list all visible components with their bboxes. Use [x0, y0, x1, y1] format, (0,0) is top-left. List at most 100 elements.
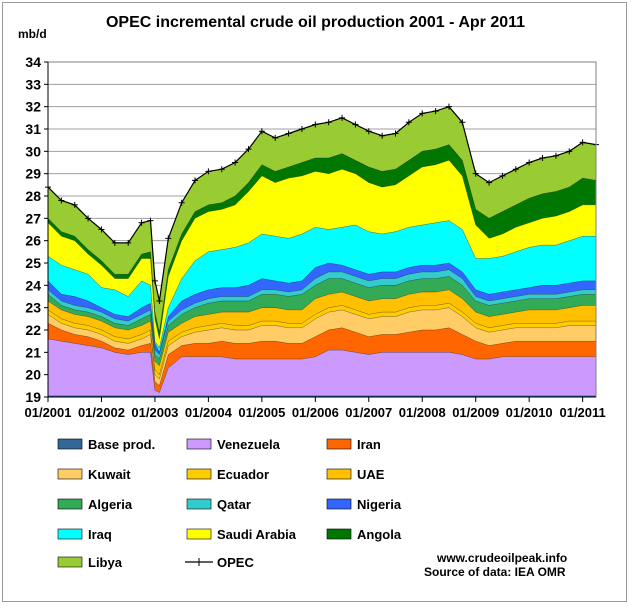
opec-point — [165, 235, 172, 242]
x-tick-label: 01/2010 — [506, 405, 553, 420]
x-tick-labels: 01/2001 01/2002 01/2003 01/2004 01/2005 01/20… — [25, 405, 606, 420]
opec-point — [147, 217, 154, 224]
area-kuwait — [48, 307, 596, 386]
area-edge-uae — [47, 289, 596, 367]
x-tick-label: 01/2005 — [238, 405, 285, 420]
x-tick-label: 01/2006 — [292, 405, 339, 420]
y-tick-labels: 19 20 21 22 23 24 25 26 27 28 29 30 31 32 33 34 — [25, 54, 41, 405]
opec-point — [151, 277, 158, 284]
area-edge-iran — [47, 323, 596, 387]
y-tick-label: 22 — [25, 322, 41, 338]
legend-swatch-uae — [326, 468, 352, 480]
legend-label-base-prod-: Base prod. — [88, 437, 155, 452]
opec-line-layer — [45, 103, 599, 304]
legend-swatch-kuwait — [57, 468, 83, 480]
opec-point — [405, 119, 412, 126]
opec-point — [486, 179, 493, 186]
opec-point — [459, 119, 466, 126]
legend-label-iran: Iran — [357, 437, 381, 452]
opec-point — [339, 114, 346, 121]
area-edge-algeria — [47, 276, 596, 360]
legend-label-iraq: Iraq — [88, 527, 112, 542]
opec-point — [312, 121, 319, 128]
legend-swatch-algeria — [57, 498, 83, 510]
area-edge-venezuela — [47, 338, 596, 393]
y-tick-label: 32 — [25, 99, 41, 115]
x-tick-label: 01/2003 — [131, 405, 178, 420]
opec-point — [392, 130, 399, 137]
legend-swatch-ecuador — [186, 468, 212, 480]
opec-point — [192, 177, 199, 184]
stacked-areas — [47, 106, 597, 397]
area-edge-ecuador — [47, 302, 596, 376]
y-axis-unit: mb/d — [18, 27, 47, 41]
legend-swatch-base-prod- — [57, 438, 83, 450]
opec-point — [258, 128, 265, 135]
legend-label-venezuela: Venezuela — [217, 437, 281, 452]
x-tick-label: 01/2004 — [185, 405, 233, 420]
area-iran — [48, 323, 596, 393]
opec-point — [526, 159, 533, 166]
legend-swatch-venezuela — [186, 438, 212, 450]
area-edge-saudi-arabia — [47, 160, 596, 339]
area-iraq — [48, 220, 596, 353]
opec-point — [566, 148, 573, 155]
area-saudi-arabia — [48, 160, 596, 348]
y-tick-label: 29 — [25, 166, 41, 182]
opec-point — [205, 168, 212, 175]
area-venezuela — [48, 338, 596, 396]
opec-point — [298, 126, 305, 132]
opec-point — [365, 128, 372, 135]
legend-label-qatar: Qatar — [217, 497, 251, 512]
y-tick-label: 28 — [25, 188, 41, 204]
x-tick-label: 01/2008 — [399, 405, 446, 420]
legend-label-algeria: Algeria — [88, 497, 133, 512]
chart-title: OPEC incremental crude oil production 20… — [105, 14, 526, 31]
opec-point — [58, 197, 65, 204]
opec-point — [232, 159, 239, 166]
area-edge-kuwait — [47, 307, 596, 380]
y-tick-label: 20 — [25, 367, 41, 383]
opec-point — [579, 139, 586, 146]
legend-label-saudi-arabia: Saudi Arabia — [217, 527, 297, 542]
opec-point — [272, 134, 279, 141]
area-edge-qatar — [47, 269, 596, 356]
opec-point — [552, 152, 559, 159]
legend-swatch-angola — [326, 528, 352, 540]
axes — [44, 61, 597, 402]
opec-point — [178, 199, 185, 206]
opec-point — [379, 132, 386, 139]
x-tick-label: 01/2009 — [452, 405, 499, 420]
opec-point — [111, 239, 118, 246]
legend-swatch-iran — [326, 438, 352, 450]
legend-swatch-libya — [57, 556, 83, 568]
area-edge-iraq — [47, 220, 596, 349]
opec-point — [352, 121, 359, 128]
area-libya — [48, 106, 596, 333]
opec-point — [512, 166, 519, 173]
legend-label-libya: Libya — [88, 555, 123, 570]
opec-point — [325, 119, 332, 126]
opec-point — [245, 146, 252, 153]
legend-swatch-nigeria — [326, 498, 352, 510]
legend-swatch-saudi-arabia — [186, 528, 212, 540]
legend-label-nigeria: Nigeria — [357, 497, 402, 512]
y-tick-label: 30 — [25, 143, 41, 159]
opec-point — [218, 166, 225, 173]
opec-point — [125, 239, 132, 246]
y-tick-label: 27 — [25, 210, 41, 226]
opec-point — [432, 108, 439, 115]
opec-point — [98, 226, 105, 233]
area-edge-nigeria — [47, 262, 596, 354]
legend-swatch-qatar — [186, 498, 212, 510]
legend-label-opec: OPEC — [217, 555, 254, 570]
opec-point — [138, 219, 145, 226]
legend-label-angola: Angola — [357, 527, 402, 542]
legend: Base prod. Venezuela Iran Kuwait Ecuador UAE A… — [57, 437, 402, 570]
area-edge-angola — [47, 144, 597, 333]
y-tick-label: 23 — [25, 300, 41, 316]
y-tick-label: 25 — [25, 255, 41, 271]
legend-swatch-iraq — [57, 528, 83, 540]
opec-point — [472, 170, 479, 177]
